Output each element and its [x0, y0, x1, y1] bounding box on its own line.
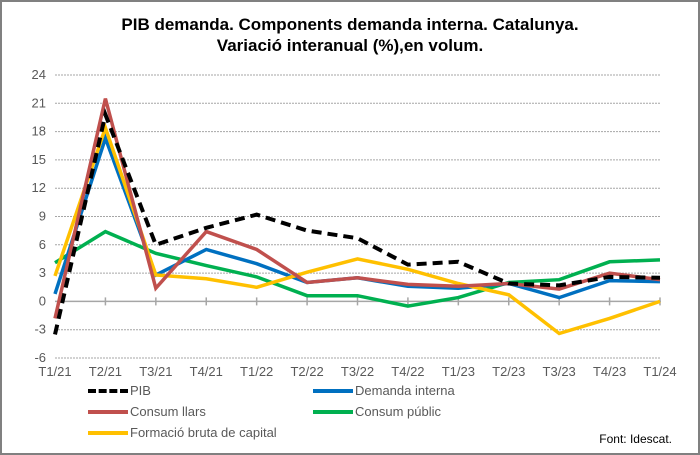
- x-tick-label: T2/22: [290, 364, 323, 379]
- x-axis-tick-labels: T1/21 T2/21 T3/21 T4/21 T1/22 T2/22 T3/22 T4/22…: [38, 364, 676, 379]
- chart-title: PIB demanda. Components demanda interna.…: [0, 14, 700, 56]
- y-tick-label: -3: [34, 322, 46, 337]
- y-tick-label: 21: [32, 95, 46, 110]
- legend-swatch-consum-llars: [88, 409, 128, 414]
- legend-swatch-pib: [88, 388, 128, 393]
- gridlines: [55, 74, 661, 359]
- legend-label-consum-public: Consum públic: [355, 404, 441, 419]
- legend-swatch-consum-public: [313, 409, 353, 414]
- series-line-pib: [53, 107, 661, 335]
- y-tick-label: 3: [39, 265, 46, 280]
- legend-label-formacio-bruta: Formació bruta de capital: [130, 425, 277, 440]
- y-tick-label: 0: [39, 293, 46, 308]
- y-tick-label: 24: [32, 67, 46, 82]
- series-line-formaci-bruta-de-capital: [53, 122, 661, 336]
- x-tick-label: T1/21: [38, 364, 71, 379]
- legend-label-pib: PIB: [130, 383, 151, 398]
- y-tick-label: 12: [32, 180, 46, 195]
- series-line-consum-p-blic: [54, 229, 661, 308]
- x-tick-label: T4/22: [391, 364, 424, 379]
- title-line-1: PIB demanda. Components demanda interna.…: [121, 15, 579, 34]
- source-note: Font: Idescat.: [599, 432, 672, 446]
- y-axis-ticks: 24 21 18 15 12 9 6 3 0 -3 -6: [32, 67, 46, 365]
- legend-item-consum-llars: Consum llars: [88, 404, 206, 419]
- x-tick-label: T3/21: [139, 364, 172, 379]
- legend-label-consum-llars: Consum llars: [130, 404, 206, 419]
- x-tick-label: T2/23: [492, 364, 525, 379]
- legend-item-pib: PIB: [88, 383, 151, 398]
- legend-item-consum-public: Consum públic: [313, 404, 441, 419]
- x-tick-label: T1/23: [442, 364, 475, 379]
- series-line-consum-llars: [53, 98, 661, 319]
- series-lines: [53, 98, 661, 336]
- x-tick-label: T4/23: [593, 364, 626, 379]
- y-tick-label: 9: [39, 209, 46, 224]
- y-tick-label: 15: [32, 152, 46, 167]
- y-tick-label: -6: [34, 350, 46, 365]
- legend-swatch-demanda-interna: [313, 388, 353, 393]
- legend-item-demanda-interna: Demanda interna: [313, 383, 455, 398]
- x-tick-label: T3/22: [341, 364, 374, 379]
- x-tick-label: T3/23: [543, 364, 576, 379]
- x-axis: [55, 297, 661, 306]
- y-tick-label: 18: [32, 124, 46, 139]
- x-tick-label: T1/22: [240, 364, 273, 379]
- y-tick-label: 6: [39, 237, 46, 252]
- x-tick-label: T2/21: [89, 364, 122, 379]
- legend-item-formacio-bruta: Formació bruta de capital: [88, 425, 277, 440]
- x-tick-label: T4/21: [190, 364, 223, 379]
- legend-swatch-formacio-bruta: [88, 430, 128, 435]
- legend-label-demanda-interna: Demanda interna: [355, 383, 455, 398]
- title-line-2: Variació interanual (%),en volum.: [216, 36, 484, 55]
- x-tick-label: T1/24: [643, 364, 676, 379]
